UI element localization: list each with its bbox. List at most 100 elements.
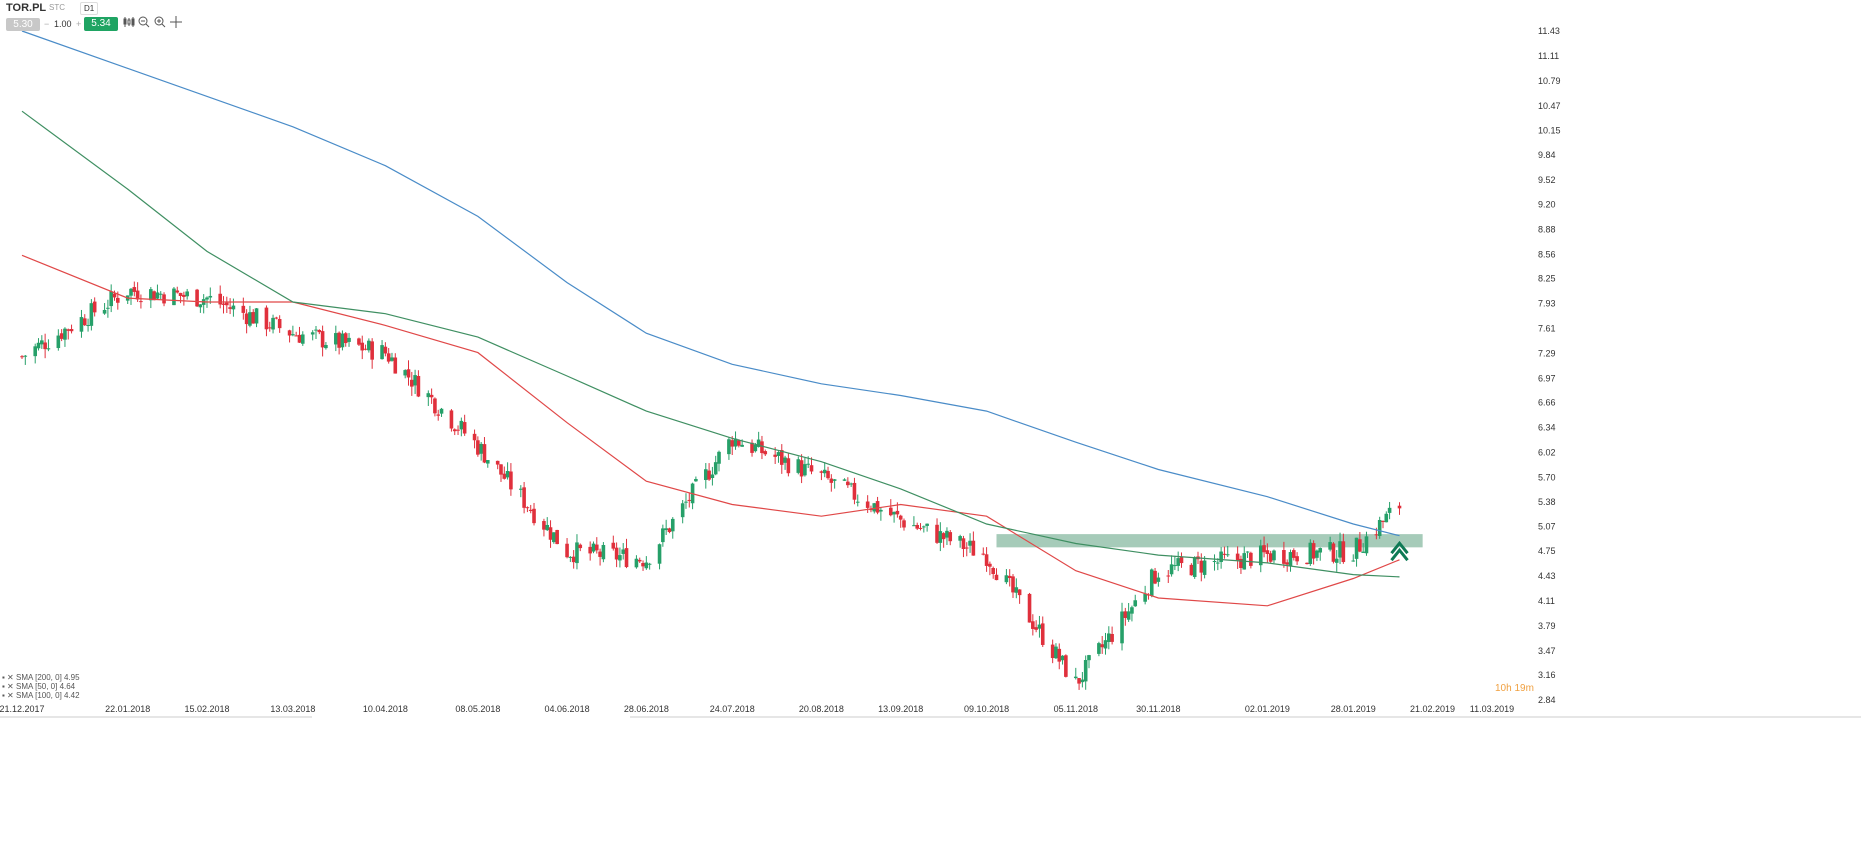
candle-body[interactable] xyxy=(1189,564,1194,576)
candle-body[interactable] xyxy=(713,462,718,475)
candle-body[interactable] xyxy=(938,531,943,543)
candle-body[interactable] xyxy=(476,440,480,455)
candle-body[interactable] xyxy=(902,520,906,528)
candle-body[interactable] xyxy=(945,530,949,538)
candle-body[interactable] xyxy=(1083,660,1088,682)
candle-body[interactable] xyxy=(1054,646,1058,659)
candle-body[interactable] xyxy=(1080,679,1085,683)
candle-body[interactable] xyxy=(895,510,900,515)
candle-body[interactable] xyxy=(727,439,731,455)
candle-body[interactable] xyxy=(360,342,365,351)
legend-sma-100[interactable]: ▪ ✕ SMA [100, 0] 4.42 xyxy=(2,691,80,700)
candle-body[interactable] xyxy=(637,559,642,562)
candle-body[interactable] xyxy=(601,545,606,560)
candles-icon[interactable] xyxy=(123,16,135,31)
candle-body[interactable] xyxy=(935,524,939,543)
volume-plus-button[interactable]: + xyxy=(76,19,82,29)
candle-body[interactable] xyxy=(667,528,672,533)
candle-body[interactable] xyxy=(337,332,341,348)
candle-body[interactable] xyxy=(1103,640,1108,649)
candle-body[interactable] xyxy=(680,503,685,518)
candle-body[interactable] xyxy=(548,527,553,540)
candle-body[interactable] xyxy=(20,356,24,358)
candle-body[interactable] xyxy=(1328,542,1332,550)
candle-body[interactable] xyxy=(1288,552,1293,567)
candle-body[interactable] xyxy=(1311,543,1316,559)
candle-body[interactable] xyxy=(367,340,371,351)
sma-line-3[interactable] xyxy=(21,110,1400,578)
candle-body[interactable] xyxy=(132,287,137,292)
candle-body[interactable] xyxy=(591,543,596,552)
candle-body[interactable] xyxy=(1387,507,1392,513)
candle-body[interactable] xyxy=(294,335,298,337)
candle-body[interactable] xyxy=(1011,576,1015,593)
candle-body[interactable] xyxy=(310,332,315,335)
candle-body[interactable] xyxy=(115,297,120,303)
volume-input[interactable]: 1.00 xyxy=(54,19,72,29)
candle-body[interactable] xyxy=(1199,560,1204,573)
candle-body[interactable] xyxy=(218,293,223,305)
candle-body[interactable] xyxy=(1354,537,1359,559)
candle-body[interactable] xyxy=(357,338,361,345)
candle-body[interactable] xyxy=(912,525,916,527)
candle-body[interactable] xyxy=(228,307,232,309)
candle-body[interactable] xyxy=(1245,551,1250,553)
candle-body[interactable] xyxy=(898,515,903,520)
candle-body[interactable] xyxy=(271,317,275,330)
candle-body[interactable] xyxy=(687,499,692,501)
candle-body[interactable] xyxy=(1192,557,1197,577)
legend-sma-50[interactable]: ▪ ✕ SMA [50, 0] 4.64 xyxy=(2,682,76,691)
candle-body[interactable] xyxy=(343,333,348,344)
candle-body[interactable] xyxy=(363,348,368,350)
candle-body[interactable] xyxy=(198,304,203,308)
timeline-scrollbar-left[interactable] xyxy=(0,716,312,718)
candle-body[interactable] xyxy=(528,509,533,512)
candle-body[interactable] xyxy=(1130,607,1134,614)
candle-body[interactable] xyxy=(1341,541,1346,563)
candle-body[interactable] xyxy=(753,444,758,452)
candle-body[interactable] xyxy=(948,532,953,542)
candle-body[interactable] xyxy=(1073,676,1078,679)
candle-body[interactable] xyxy=(1268,553,1273,562)
candle-body[interactable] xyxy=(1057,648,1062,662)
candle-body[interactable] xyxy=(86,325,90,327)
candle-body[interactable] xyxy=(1143,593,1147,602)
candle-body[interactable] xyxy=(750,442,754,453)
candle-body[interactable] xyxy=(971,540,976,556)
candle-body[interactable] xyxy=(1397,505,1402,509)
candle-body[interactable] xyxy=(89,303,94,326)
candle-body[interactable] xyxy=(621,549,626,554)
candle-body[interactable] xyxy=(1384,513,1389,523)
candle-body[interactable] xyxy=(994,574,999,581)
candle-body[interactable] xyxy=(892,511,896,515)
candle-body[interactable] xyxy=(717,451,721,464)
candle-body[interactable] xyxy=(809,465,814,472)
candle-body[interactable] xyxy=(779,450,784,465)
candle-body[interactable] xyxy=(1334,558,1339,563)
candle-body[interactable] xyxy=(92,301,97,313)
candle-body[interactable] xyxy=(1305,562,1309,565)
candle-body[interactable] xyxy=(786,458,791,474)
candle-body[interactable] xyxy=(703,469,708,481)
candle-body[interactable] xyxy=(251,312,256,324)
candle-body[interactable] xyxy=(393,357,398,374)
candle-body[interactable] xyxy=(803,464,807,476)
candle-body[interactable] xyxy=(1235,553,1240,561)
candle-body[interactable] xyxy=(776,452,781,456)
candle-body[interactable] xyxy=(277,319,282,329)
candle-body[interactable] xyxy=(485,460,490,464)
candle-body[interactable] xyxy=(1087,655,1091,661)
candle-body[interactable] xyxy=(264,307,269,330)
candle-body[interactable] xyxy=(380,345,384,360)
candle-body[interactable] xyxy=(1361,551,1365,553)
candle-body[interactable] xyxy=(1212,561,1217,563)
candle-body[interactable] xyxy=(869,509,873,511)
candle-body[interactable] xyxy=(855,501,860,503)
candle-body[interactable] xyxy=(109,291,113,307)
candle-body[interactable] xyxy=(1265,550,1270,554)
candle-body[interactable] xyxy=(1034,627,1038,630)
candle-body[interactable] xyxy=(23,355,28,357)
candle-body[interactable] xyxy=(291,334,295,336)
candle-body[interactable] xyxy=(624,548,629,568)
volume-minus-button[interactable]: − xyxy=(44,19,50,29)
